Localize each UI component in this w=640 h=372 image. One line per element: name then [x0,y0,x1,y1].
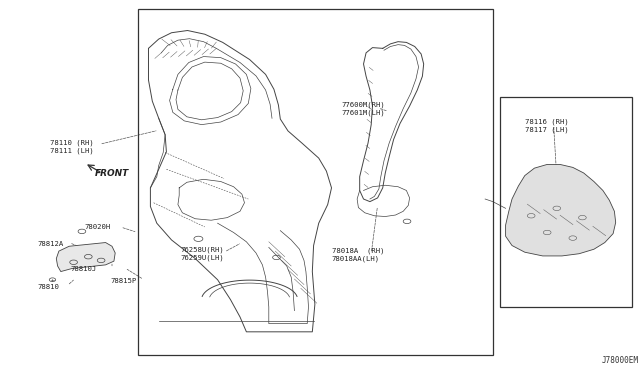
Text: 78020H: 78020H [84,224,111,230]
Text: 78018A  (RH): 78018A (RH) [332,248,384,254]
Text: 78812A: 78812A [37,241,63,247]
Polygon shape [506,164,616,256]
Bar [138,9,493,355]
Text: 78116 (RH): 78116 (RH) [525,119,568,125]
Text: 76259U(LH): 76259U(LH) [180,254,224,261]
Bar [500,97,632,307]
Text: J78000EM: J78000EM [602,356,639,365]
Text: 78810: 78810 [37,284,59,290]
Text: 78018AA(LH): 78018AA(LH) [332,255,380,262]
Text: 78117 (LH): 78117 (LH) [525,126,568,133]
Text: 78810J: 78810J [70,266,97,272]
Text: 76258U(RH): 76258U(RH) [180,247,224,253]
Text: 77600M(RH): 77600M(RH) [341,102,385,108]
Text: FRONT: FRONT [95,169,129,178]
Text: 78111 (LH): 78111 (LH) [50,147,93,154]
Text: 78815P: 78815P [111,278,137,284]
Polygon shape [56,243,115,272]
Text: 78110 (RH): 78110 (RH) [50,140,93,147]
Text: 77601M(LH): 77601M(LH) [341,109,385,116]
